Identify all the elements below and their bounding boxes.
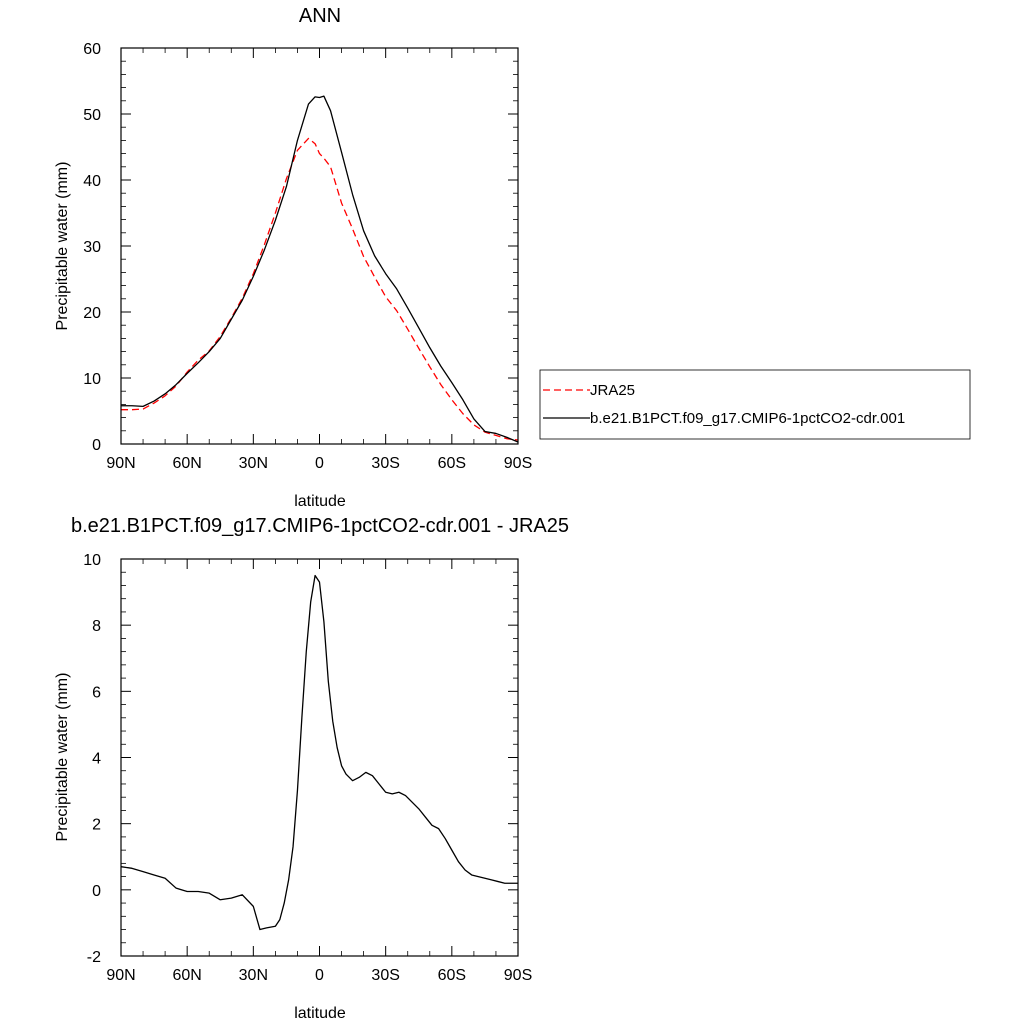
y-tick-label: 60 bbox=[83, 41, 101, 58]
top-y-axis-label: Precipitable water (mm) bbox=[54, 162, 71, 331]
legend-label-jra25: JRA25 bbox=[590, 382, 635, 399]
top-panel-ann: ANN 90N 60N 30N 0 30S 60S 90S 0 10 20 30 40 50 60 lat… bbox=[54, 5, 971, 510]
x-tick-label: 30N bbox=[239, 455, 268, 472]
x-tick-label: 90N bbox=[106, 455, 135, 472]
y-tick-label: 30 bbox=[83, 239, 101, 256]
x-tick-label: 0 bbox=[315, 455, 324, 472]
legend-box bbox=[539, 369, 971, 440]
bottom-plot-frame bbox=[120, 558, 519, 957]
y-tick-label: -2 bbox=[87, 949, 101, 966]
top-plot-frame bbox=[120, 47, 519, 445]
y-tick-label: 4 bbox=[92, 751, 101, 768]
y-tick-label: 40 bbox=[83, 173, 101, 190]
x-tick-label: 60N bbox=[172, 455, 201, 472]
bottom-panel-title: b.e21.B1PCT.f09_g17.CMIP6-1pctCO2-cdr.00… bbox=[71, 515, 569, 537]
x-tick-label: 90S bbox=[504, 967, 532, 984]
legend: JRA25 b.e21.B1PCT.f09_g17.CMIP6-1pctCO2-… bbox=[539, 369, 971, 440]
x-tick-label: 0 bbox=[315, 967, 324, 984]
y-tick-label: 0 bbox=[92, 883, 101, 900]
x-tick-label: 60S bbox=[438, 455, 466, 472]
legend-label-model: b.e21.B1PCT.f09_g17.CMIP6-1pctCO2-cdr.00… bbox=[590, 410, 905, 427]
y-tick-label: 20 bbox=[83, 305, 101, 322]
y-tick-label: 0 bbox=[92, 437, 101, 454]
series-line-jra25 bbox=[121, 137, 519, 441]
bottom-panel-difference: b.e21.B1PCT.f09_g17.CMIP6-1pctCO2-cdr.00… bbox=[54, 515, 569, 1022]
x-tick-label: 60S bbox=[438, 967, 466, 984]
x-tick-label: 30S bbox=[371, 455, 399, 472]
bottom-y-axis-label: Precipitable water (mm) bbox=[54, 673, 71, 842]
difference-line bbox=[120, 574, 518, 931]
y-tick-label: 50 bbox=[83, 107, 101, 124]
y-tick-label: 10 bbox=[83, 371, 101, 388]
x-tick-label: 90S bbox=[504, 455, 532, 472]
series-line-model bbox=[121, 95, 519, 443]
bottom-x-axis-label: latitude bbox=[294, 1005, 346, 1022]
x-tick-label: 30N bbox=[239, 967, 268, 984]
x-tick-label: 90N bbox=[106, 967, 135, 984]
top-x-axis-label: latitude bbox=[294, 493, 346, 510]
x-tick-label: 30S bbox=[371, 967, 399, 984]
y-tick-label: 8 bbox=[92, 618, 101, 635]
y-tick-label: 2 bbox=[92, 817, 101, 834]
top-panel-title: ANN bbox=[299, 5, 341, 27]
x-tick-label: 60N bbox=[172, 967, 201, 984]
y-tick-label: 10 bbox=[83, 552, 101, 569]
y-tick-label: 6 bbox=[92, 684, 101, 701]
